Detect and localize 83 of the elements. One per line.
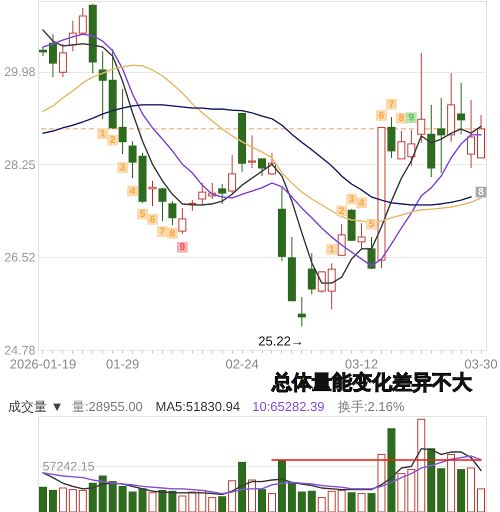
y-tick-label: 24.78 <box>4 344 36 358</box>
bar <box>128 492 137 512</box>
x-tick-label: 03-12 <box>344 356 378 372</box>
candlestick <box>387 116 396 158</box>
series-label: 2 <box>110 135 116 146</box>
candlestick <box>437 97 446 174</box>
candlestick <box>38 46 47 57</box>
candlestick <box>48 34 57 78</box>
candlestick <box>467 100 476 169</box>
series-label: 6 <box>378 110 385 122</box>
bar <box>258 489 266 512</box>
series-label: 9 <box>180 242 186 254</box>
series-label: 5 <box>140 209 146 220</box>
bar <box>218 496 226 512</box>
bar <box>118 486 127 512</box>
bar <box>427 448 436 512</box>
bar <box>158 490 166 512</box>
candlestick <box>218 184 226 204</box>
candlestick <box>148 180 156 207</box>
candlestick <box>328 262 336 310</box>
annotation: 25.22→ <box>258 333 304 348</box>
candlestick <box>338 224 346 256</box>
bar <box>48 490 57 512</box>
y-tick-label: 57242.15 <box>42 460 95 474</box>
text: 6 <box>150 214 156 226</box>
text: MA5:51830.94 <box>156 399 240 414</box>
candlestick <box>178 208 186 234</box>
bar <box>437 468 446 512</box>
text: 3 <box>348 194 354 206</box>
candlestick <box>258 158 266 177</box>
chart-title: 成交量 ▼ <box>8 399 64 414</box>
bar <box>138 488 147 512</box>
candlestick <box>158 187 166 222</box>
candlestick <box>407 130 416 166</box>
candlestick <box>457 82 466 135</box>
bar <box>238 462 246 512</box>
bar <box>108 481 117 512</box>
bar <box>278 460 286 512</box>
bar <box>298 492 306 512</box>
text: 7 <box>388 99 394 110</box>
series-label: 4 <box>130 186 136 198</box>
bar <box>38 486 47 512</box>
text: 8 <box>478 187 484 198</box>
text: 4 <box>358 198 364 209</box>
candlestick <box>397 130 406 160</box>
candlestick <box>168 200 176 226</box>
text: 换手:2.16% <box>338 399 405 414</box>
candlestick <box>78 7 87 35</box>
text: 10:65282.39 <box>252 399 325 414</box>
candlestick <box>128 140 137 179</box>
candlestick <box>118 88 127 155</box>
candlestick <box>228 154 236 194</box>
text: 量:28955.00 <box>72 399 143 414</box>
x-tick-label: 01-29 <box>106 356 140 372</box>
text: 9 <box>408 112 414 124</box>
series-label: 3 <box>120 162 126 174</box>
series-label: 7 <box>160 226 166 238</box>
text: 5 <box>368 219 374 230</box>
x-tick-label: 02-24 <box>225 356 259 372</box>
chart-subtitle: 总体量能变化差异不大 <box>271 371 473 394</box>
text: 8 <box>170 228 176 240</box>
text: 2 <box>338 206 344 217</box>
y-tick-label: 29.98 <box>4 65 36 80</box>
candlestick <box>358 222 366 250</box>
x-tick-label: 03-30 <box>464 356 498 372</box>
candlestick <box>298 296 306 327</box>
x-tick-label: 2026-01-19 <box>10 356 76 372</box>
candlestick <box>308 252 316 295</box>
candlestick <box>417 52 426 144</box>
y-tick-label: 28.25 <box>4 158 36 172</box>
text: 1 <box>328 244 334 256</box>
bar <box>168 490 176 512</box>
bar <box>457 469 466 512</box>
candlestick <box>58 43 67 78</box>
bar <box>288 482 296 512</box>
bar <box>368 493 376 512</box>
candlestick <box>248 134 256 169</box>
bar <box>348 492 356 512</box>
series-label: 1 <box>100 128 106 140</box>
series-label: 8 <box>398 113 405 124</box>
y-tick-label: 26.52 <box>4 250 36 264</box>
bar <box>387 428 396 512</box>
bar <box>308 490 316 512</box>
